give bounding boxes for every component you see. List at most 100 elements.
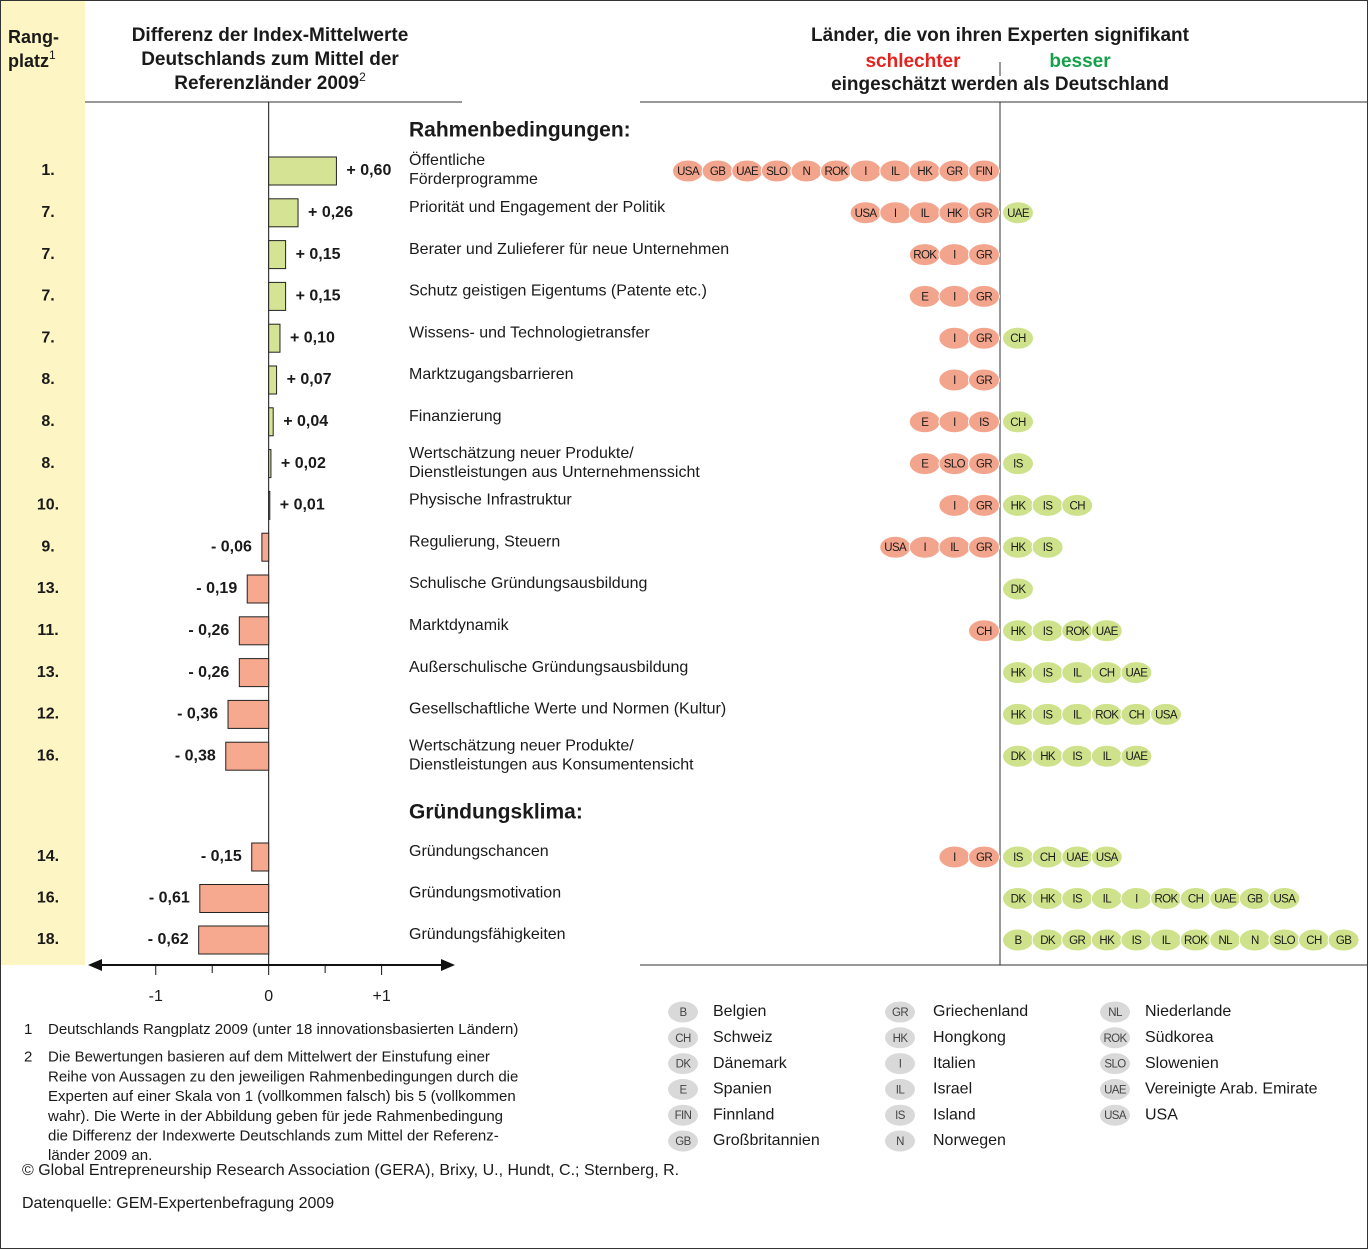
bar xyxy=(268,365,278,395)
legend-code: N xyxy=(896,1136,904,1148)
category-label: Öffentliche xyxy=(409,151,485,169)
country-badge xyxy=(1031,535,1064,559)
country-code: CH xyxy=(1306,935,1322,947)
rank: 11. xyxy=(37,622,58,639)
footnote-number: 1 xyxy=(24,1021,32,1038)
category-label: Außerschulische Gründungsausbildung xyxy=(409,659,688,676)
category-label: Dienstleistungen aus Unternehmenssicht xyxy=(409,464,700,481)
legend-code: UAE xyxy=(1104,1084,1127,1096)
axis-arrow xyxy=(441,959,455,971)
legend-badge xyxy=(1100,1001,1130,1023)
country-code: IS xyxy=(1043,668,1054,680)
legend-name: Spanien xyxy=(713,1081,772,1098)
country-code: ROK xyxy=(1095,709,1119,721)
value-label: - 0,61 xyxy=(149,890,190,907)
country-code: UAE xyxy=(1125,668,1148,680)
legend-badge xyxy=(885,1078,915,1100)
country-code: CH xyxy=(1069,500,1085,512)
right-title: Länder, die von ihren Experten signifika… xyxy=(811,25,1190,46)
legend-name: Schweiz xyxy=(713,1029,773,1046)
legend-badge xyxy=(668,1104,698,1126)
country-code: IS xyxy=(1072,894,1083,906)
country-code: IL xyxy=(1162,935,1172,947)
rank-header: platz1 xyxy=(8,48,56,71)
rank: 18. xyxy=(37,931,59,948)
country-code: I xyxy=(953,417,956,429)
rank-header-text: platz xyxy=(8,51,49,71)
country-code: HK xyxy=(1011,668,1027,680)
bar xyxy=(225,741,270,771)
country-code: ROK xyxy=(824,166,848,178)
legend-name: Finnland xyxy=(713,1106,774,1123)
title: Differenz der Index-Mittelwerte xyxy=(132,25,409,46)
country-code: E xyxy=(921,459,929,471)
footnote-text: wahr). Die Werte in der Abbildung geben … xyxy=(47,1108,503,1125)
legend-name: USA xyxy=(1145,1106,1178,1123)
category-label: Wertschätzung neuer Produkte/ xyxy=(409,737,634,754)
country-code: UAE xyxy=(1125,751,1148,763)
country-code: ROK xyxy=(913,250,937,262)
country-code: USA xyxy=(855,208,878,220)
legend-code: B xyxy=(679,1007,687,1019)
country-code: CH xyxy=(976,626,992,638)
legend-badge xyxy=(668,1001,698,1023)
country-badge xyxy=(1002,326,1034,350)
legend-code: FIN xyxy=(675,1110,692,1122)
legend-name: Niederlande xyxy=(1145,1003,1231,1020)
rank: 8. xyxy=(41,413,54,430)
x-tick-label: 0 xyxy=(264,988,273,1005)
legend-code: E xyxy=(679,1084,687,1096)
legend-name: Island xyxy=(933,1106,976,1123)
country-code: E xyxy=(921,417,929,429)
right-subtitle: eingeschätzt werden als Deutschland xyxy=(831,74,1169,95)
country-code: IS xyxy=(1043,626,1054,638)
value-label: + 0,02 xyxy=(281,455,326,472)
country-code: DK xyxy=(1011,894,1027,906)
country-code: CH xyxy=(1188,894,1204,906)
country-badge xyxy=(968,619,1000,643)
title: Referenzländer 20092 xyxy=(174,70,366,94)
source: Datenquelle: GEM-Expertenbefragung 2009 xyxy=(22,1195,334,1212)
category-label: Priorität und Engagement der Politik xyxy=(409,199,666,216)
category-label: Wertschätzung neuer Produkte/ xyxy=(409,445,634,462)
country-code: ROK xyxy=(1184,935,1208,947)
rank: 7. xyxy=(41,246,54,263)
country-badge xyxy=(968,243,1000,267)
rank: 7. xyxy=(41,204,54,221)
rank: 1. xyxy=(41,162,54,179)
country-code: HK xyxy=(1040,894,1056,906)
footnote-text: die Differenz der Indexwerte Deutschland… xyxy=(48,1127,499,1144)
bar xyxy=(238,658,270,688)
category-label: Förderprogramme xyxy=(409,171,538,188)
bar xyxy=(268,490,271,520)
country-code: IL xyxy=(1103,751,1113,763)
country-badge xyxy=(1090,845,1123,869)
value-label: + 0,60 xyxy=(346,162,391,179)
rank: 8. xyxy=(41,455,54,472)
section-title: Gründungsklima: xyxy=(409,801,583,824)
country-badge xyxy=(1120,661,1153,685)
value-label: - 0,26 xyxy=(188,622,229,639)
legend-name: Südkorea xyxy=(1145,1029,1214,1046)
country-code: GR xyxy=(976,250,992,262)
country-code: HK xyxy=(1040,751,1056,763)
country-badge xyxy=(968,159,1000,183)
value-label: - 0,15 xyxy=(201,848,242,865)
x-tick-label: +1 xyxy=(372,988,390,1005)
title-text: Referenzländer 2009 xyxy=(174,73,359,94)
country-code: I xyxy=(953,333,956,345)
value-label: - 0,19 xyxy=(196,580,237,597)
country-code: HK xyxy=(1011,709,1027,721)
footnote-text: länder 2009 an. xyxy=(48,1147,152,1164)
country-code: IS xyxy=(1072,751,1083,763)
country-code: IS xyxy=(979,417,990,429)
value-label: - 0,26 xyxy=(188,664,229,681)
bar xyxy=(198,925,270,955)
value-label: + 0,15 xyxy=(296,246,341,263)
country-code: I xyxy=(894,208,897,220)
country-badge xyxy=(968,535,1000,559)
bar xyxy=(268,323,281,353)
country-code: I xyxy=(864,166,867,178)
bar xyxy=(268,407,274,437)
legend-badge xyxy=(885,1053,915,1075)
